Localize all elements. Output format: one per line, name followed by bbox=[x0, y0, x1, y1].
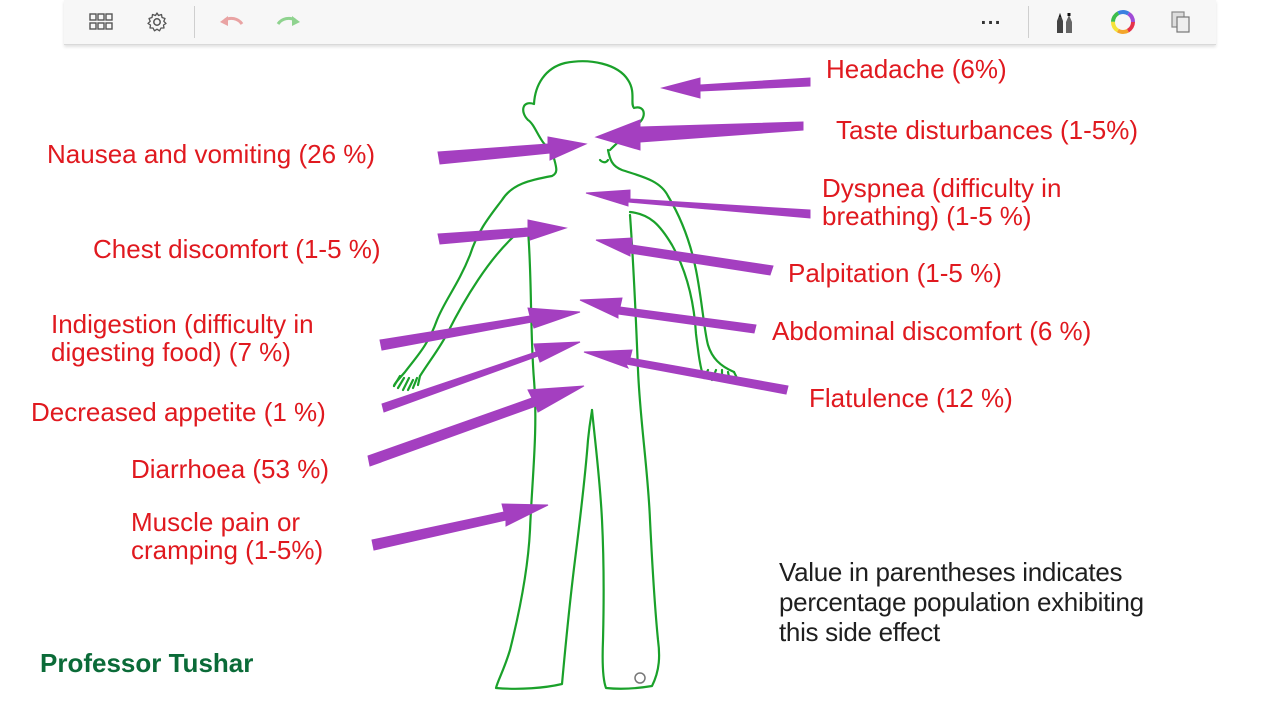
copy-pages-icon[interactable] bbox=[1166, 8, 1196, 36]
redo-arrow-icon[interactable] bbox=[274, 8, 304, 36]
label-line: Flatulence (12 %) bbox=[809, 383, 1013, 413]
arrow-nausea bbox=[437, 136, 588, 165]
arrow-dyspnea bbox=[585, 189, 811, 219]
top-toolbar: ··· bbox=[64, 0, 1216, 45]
footnote-line: Value in parentheses indicates bbox=[779, 557, 1123, 587]
arrow-muscle bbox=[371, 503, 549, 551]
label-headache: Headache (6%) bbox=[826, 55, 1007, 83]
author-credit: Professor Tushar bbox=[40, 648, 254, 678]
arrow-diarrhoea bbox=[367, 385, 585, 467]
arrow-indigestion bbox=[379, 307, 581, 351]
arrow-headache bbox=[660, 77, 811, 99]
label-taste-disturbances: Taste disturbances (1-5%) bbox=[836, 116, 1138, 144]
label-line: Dyspnea (difficulty in bbox=[822, 173, 1062, 203]
label-line: Nausea and vomiting (26 %) bbox=[47, 139, 376, 169]
color-wheel-icon[interactable] bbox=[1108, 8, 1138, 36]
toolbar-separator bbox=[1028, 6, 1029, 38]
label-line: digesting food) (7 %) bbox=[51, 337, 291, 367]
label-decreased-appetite: Decreased appetite (1 %) bbox=[31, 398, 326, 426]
label-line: Abdominal discomfort (6 %) bbox=[772, 316, 1092, 346]
pointer-arrows bbox=[367, 77, 811, 551]
label-diarrhoea: Diarrhoea (53 %) bbox=[131, 455, 329, 483]
label-indigestion: Indigestion (difficulty in digesting foo… bbox=[51, 310, 314, 366]
label-line: breathing) (1-5 %) bbox=[822, 201, 1032, 231]
right-margin bbox=[1216, 0, 1280, 720]
label-chest-discomfort: Chest discomfort (1-5 %) bbox=[93, 235, 381, 263]
label-palpitation: Palpitation (1-5 %) bbox=[788, 259, 1002, 287]
arrow-taste bbox=[594, 119, 804, 151]
label-dyspnea: Dyspnea (difficulty in breathing) (1-5 %… bbox=[822, 174, 1061, 230]
label-line: cramping (1-5%) bbox=[131, 535, 324, 565]
toolbar-separator bbox=[194, 6, 195, 38]
arrow-abdominal bbox=[579, 297, 757, 334]
arrow-appetite bbox=[381, 341, 581, 413]
footnote-line: this side effect bbox=[779, 617, 940, 647]
label-line: Chest discomfort (1-5 %) bbox=[93, 234, 381, 264]
arrow-chest bbox=[437, 219, 568, 245]
arrow-palpitation bbox=[595, 237, 774, 276]
footnote-line: percentage population exhibiting bbox=[779, 587, 1144, 617]
label-line: Palpitation (1-5 %) bbox=[788, 258, 1002, 288]
left-margin bbox=[0, 0, 64, 720]
label-line: Taste disturbances (1-5%) bbox=[836, 115, 1139, 145]
undo-arrow-icon[interactable] bbox=[216, 8, 246, 36]
more-options-icon[interactable]: ··· bbox=[980, 12, 1002, 32]
label-line: Decreased appetite (1 %) bbox=[31, 397, 326, 427]
label-muscle-pain: Muscle pain or cramping (1-5%) bbox=[131, 508, 323, 564]
label-line: Muscle pain or bbox=[131, 507, 301, 537]
label-line: Indigestion (difficulty in bbox=[51, 309, 314, 339]
arrow-flatulence bbox=[583, 349, 789, 395]
label-line: Diarrhoea (53 %) bbox=[131, 454, 329, 484]
label-flatulence: Flatulence (12 %) bbox=[809, 384, 1013, 412]
label-abdominal-discomfort: Abdominal discomfort (6 %) bbox=[772, 317, 1091, 345]
label-line: Headache (6%) bbox=[826, 54, 1007, 84]
grid-view-icon[interactable] bbox=[86, 8, 116, 36]
footnote: Value in parentheses indicates percentag… bbox=[779, 557, 1144, 647]
label-nausea: Nausea and vomiting (26 %) bbox=[47, 140, 375, 168]
settings-gear-icon[interactable] bbox=[142, 8, 172, 36]
pen-tools-icon[interactable] bbox=[1050, 8, 1080, 36]
